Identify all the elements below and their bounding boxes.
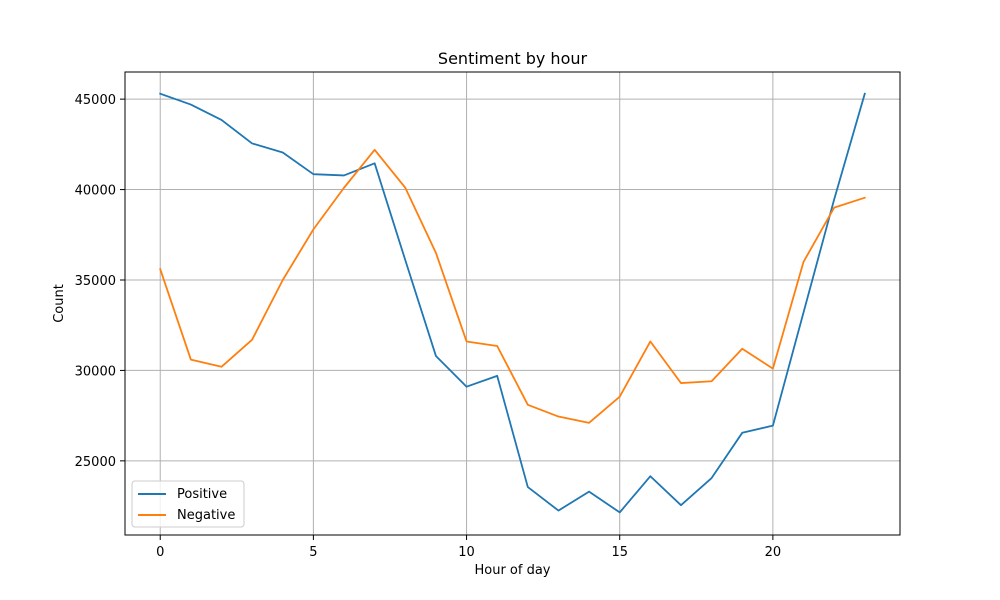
- y-tick-label: 40000: [75, 184, 116, 199]
- series-line-negative: [159, 148, 866, 424]
- series-lines: [159, 92, 866, 514]
- chart-title: Sentiment by hour: [438, 49, 588, 68]
- x-axis-ticks: 0 5 10 15 20: [156, 535, 781, 560]
- y-axis-title: Count: [52, 284, 67, 323]
- y-tick-label: 25000: [75, 455, 116, 470]
- x-axis-title: Hour of day: [474, 563, 550, 578]
- y-tick-label: 30000: [75, 364, 116, 379]
- y-tick-label: 35000: [75, 274, 116, 289]
- x-tick-label: 10: [458, 545, 475, 560]
- x-tick-label: 5: [309, 545, 317, 560]
- legend-label-positive: Positive: [177, 487, 227, 502]
- legend-label-negative: Negative: [177, 508, 235, 523]
- y-axis-ticks: 25000 30000 35000 40000 45000: [75, 93, 125, 470]
- plot-area-frame: [124, 71, 901, 536]
- series-line-positive: [159, 92, 866, 514]
- legend: Positive Negative: [131, 480, 245, 528]
- x-tick-label: 20: [765, 545, 782, 560]
- x-tick-label: 0: [156, 545, 164, 560]
- y-tick-label: 45000: [75, 93, 116, 108]
- grid: [125, 72, 900, 535]
- x-tick-label: 15: [611, 545, 628, 560]
